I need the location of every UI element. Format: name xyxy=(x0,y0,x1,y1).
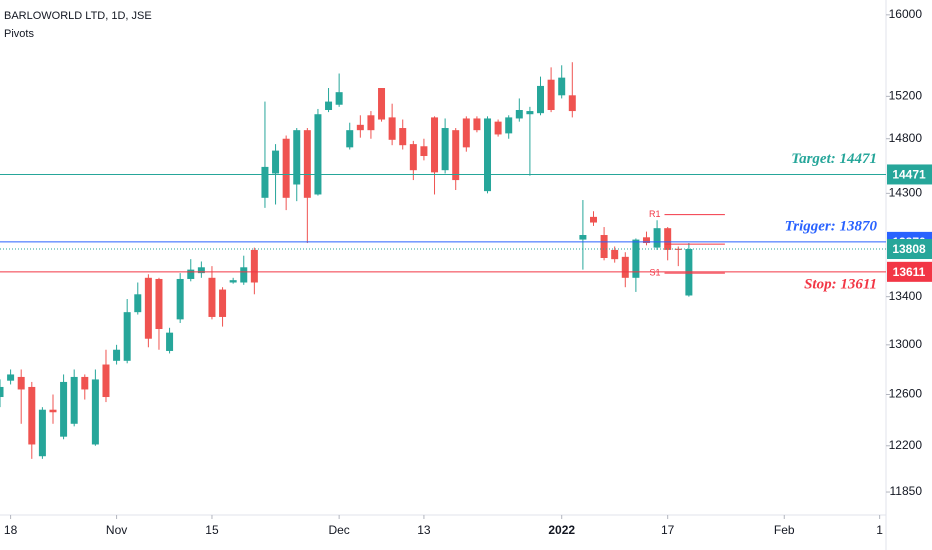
candle-body xyxy=(60,381,68,437)
candle-body xyxy=(505,117,513,134)
price-badge xyxy=(887,261,932,282)
candle-body xyxy=(378,88,386,120)
candle-body xyxy=(134,294,142,313)
chart-title: BARLOWORLD LTD, 1D, JSE xyxy=(4,10,152,22)
candle-body xyxy=(621,256,629,278)
candle-body xyxy=(356,124,364,131)
candle-body xyxy=(102,364,110,398)
candle-body xyxy=(462,118,470,148)
candle-body xyxy=(611,249,619,260)
candle-body xyxy=(166,332,174,351)
candle-body xyxy=(526,111,534,115)
candle-body xyxy=(229,280,237,283)
y-tick-label: 12600 xyxy=(889,387,923,401)
candle-body xyxy=(537,85,545,114)
candle-body xyxy=(282,138,290,198)
candle-body xyxy=(653,228,661,248)
candle-body xyxy=(325,101,333,111)
candle-body xyxy=(17,376,25,390)
y-tick-label: 14300 xyxy=(889,186,923,200)
candle-body xyxy=(219,289,227,317)
candle-body xyxy=(515,110,523,119)
candle-body xyxy=(155,278,163,330)
candle-body xyxy=(144,277,152,339)
indicator-name: Pivots xyxy=(4,28,34,40)
candle-body xyxy=(420,146,428,157)
candle-body xyxy=(568,95,576,112)
candle-body xyxy=(441,128,449,171)
pivot-label: S1 xyxy=(649,267,660,277)
x-tick-label: 13 xyxy=(417,523,431,537)
candle-body xyxy=(642,237,650,244)
candle-body xyxy=(81,376,89,390)
x-tick-label: Feb xyxy=(774,523,795,537)
candle-body xyxy=(208,277,216,317)
x-tick-label: 18 xyxy=(4,523,18,537)
candle-body xyxy=(579,235,587,240)
candle-body xyxy=(558,77,566,96)
x-tick-label: 2022 xyxy=(548,523,575,537)
candle-body xyxy=(664,228,672,250)
y-tick-label: 11850 xyxy=(890,484,923,498)
candle-body xyxy=(314,114,322,195)
level-annotation: Target: 14471 xyxy=(791,151,877,167)
candle-body xyxy=(431,117,439,173)
candle-body xyxy=(409,144,417,171)
candle-body xyxy=(335,92,343,105)
candle-body xyxy=(367,115,375,131)
y-tick-label: 16000 xyxy=(889,7,923,21)
candle-body xyxy=(494,121,502,135)
candle-body xyxy=(197,267,205,274)
candle-body xyxy=(452,130,460,181)
x-tick-label: Dec xyxy=(328,523,349,537)
candle-body xyxy=(600,235,608,259)
candle-body xyxy=(176,278,184,320)
candle-body xyxy=(303,130,311,198)
candle-body xyxy=(399,128,407,146)
candle-body xyxy=(7,374,15,381)
candle-body xyxy=(187,269,195,279)
candle-body xyxy=(346,130,354,148)
price-badge xyxy=(887,164,932,185)
candle-body xyxy=(293,130,301,185)
x-tick-label: 17 xyxy=(661,523,675,537)
x-tick-label: Nov xyxy=(106,523,127,537)
candle-body xyxy=(473,118,481,131)
candle-body xyxy=(28,386,36,445)
price-badge xyxy=(887,238,932,259)
x-tick-label: 15 xyxy=(205,523,219,537)
candle-body xyxy=(589,216,597,223)
y-tick-label: 15200 xyxy=(889,89,923,103)
candle-body xyxy=(272,150,280,174)
candle-body xyxy=(49,409,57,413)
candle-body xyxy=(484,118,492,192)
price-badge-label: 13611 xyxy=(893,265,926,279)
candle-body xyxy=(113,349,121,361)
candle-body xyxy=(123,312,131,361)
level-annotation: Trigger: 13870 xyxy=(785,218,878,234)
y-tick-label: 13000 xyxy=(889,337,923,351)
candle-body xyxy=(38,409,46,457)
last-price-label: 13808 xyxy=(892,242,926,256)
level-annotation: Stop: 13611 xyxy=(804,276,877,292)
candle-body xyxy=(0,386,4,398)
candle-body xyxy=(388,117,396,140)
candle-body xyxy=(240,267,248,283)
pivot-label: R1 xyxy=(649,209,661,219)
x-tick-label: 1 xyxy=(876,523,883,537)
candle-body xyxy=(250,249,258,283)
candle-body xyxy=(70,376,78,424)
candle-body xyxy=(632,239,640,278)
candle-body xyxy=(547,79,555,111)
price-badge-label: 14471 xyxy=(892,168,926,182)
y-tick-label: 13400 xyxy=(889,289,923,303)
candle-body xyxy=(91,379,99,445)
candle-body xyxy=(261,166,269,198)
y-tick-label: 14800 xyxy=(889,131,923,145)
y-tick-label: 12200 xyxy=(889,438,923,452)
